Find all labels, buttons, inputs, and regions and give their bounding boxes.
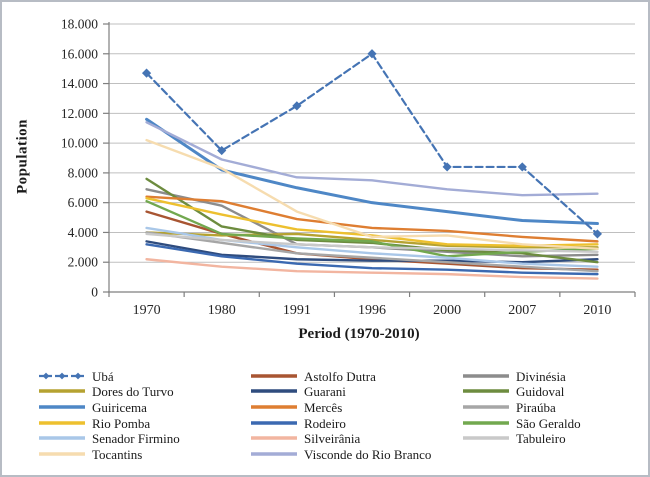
x-tick-label: 2000 bbox=[433, 303, 461, 318]
legend-item-Guarani: Guarani bbox=[250, 384, 462, 398]
legend-item-Astolfo Dutra: Astolfo Dutra bbox=[250, 369, 462, 383]
series-line-São Geraldo bbox=[145, 199, 599, 258]
legend-swatch-icon bbox=[251, 420, 297, 425]
x-tick-label: 2010 bbox=[583, 303, 611, 318]
y-tick-label: 6.000 bbox=[68, 195, 99, 210]
series-marker-Ubá bbox=[292, 101, 302, 111]
legend-label: Tocantins bbox=[92, 446, 143, 462]
legend-label: Guiricema bbox=[92, 399, 147, 415]
line-chart-plot: 0 2.000 4.000 6.000 8.000 10.000 12.000 14.000 1… bbox=[61, 17, 636, 318]
series-line-Ubá bbox=[145, 52, 599, 236]
x-tick-label: 2007 bbox=[508, 303, 536, 318]
series-marker-Ubá bbox=[517, 162, 527, 172]
x-tick-label: 1991 bbox=[283, 303, 311, 318]
legend-swatch-icon bbox=[463, 405, 509, 409]
legend-swatch-icon bbox=[251, 405, 297, 409]
legend-swatch-icon bbox=[251, 436, 297, 440]
legend-item-Dores do Turvo: Dores do Turvo bbox=[38, 384, 250, 398]
legend-swatch-icon bbox=[251, 374, 297, 378]
legend-item-Guiricema: Guiricema bbox=[38, 400, 250, 414]
series-marker-Ubá bbox=[367, 49, 377, 59]
legend-label: Astolfo Dutra bbox=[304, 368, 376, 384]
y-tick-label: 16.000 bbox=[61, 46, 98, 61]
legend-label: São Geraldo bbox=[516, 415, 581, 431]
legend-swatch-icon bbox=[463, 436, 509, 440]
legend-label: Divinésia bbox=[516, 368, 566, 384]
legend-label: Tabuleiro bbox=[516, 431, 566, 447]
legend-label: Silveirânia bbox=[304, 431, 361, 447]
series-line-Dores do Turvo bbox=[145, 231, 599, 249]
legend-item-Tabuleiro: Tabuleiro bbox=[462, 431, 613, 445]
series-line-Silveirânia bbox=[145, 258, 599, 280]
legend-item-Guidoval: Guidoval bbox=[462, 384, 613, 398]
legend-label: Ubá bbox=[92, 368, 114, 384]
legend-swatch-icon bbox=[463, 374, 509, 378]
legend-label: Rio Pomba bbox=[92, 415, 151, 431]
legend-swatch-icon bbox=[463, 420, 509, 425]
series-marker-Ubá bbox=[217, 145, 227, 156]
legend-swatch-icon bbox=[251, 452, 297, 456]
legend-label: Visconde do Rio Branco bbox=[304, 446, 432, 462]
series-line-Guiricema bbox=[145, 117, 599, 226]
y-tick-label: 4.000 bbox=[68, 225, 99, 240]
legend-item-Divinésia: Divinésia bbox=[462, 369, 613, 383]
legend-item-Ubá: Ubá bbox=[38, 369, 250, 383]
legend-item-São Geraldo: São Geraldo bbox=[462, 416, 613, 430]
legend-label: Mercês bbox=[304, 399, 343, 415]
series-line-Visconde do Rio Branco bbox=[145, 121, 599, 197]
y-tick-label: 18.000 bbox=[61, 17, 98, 32]
legend-item-Piraúba: Piraúba bbox=[462, 400, 613, 414]
y-tick-label: 0 bbox=[91, 285, 98, 300]
legend-swatch-icon bbox=[39, 436, 85, 440]
legend-label: Senador Firmino bbox=[92, 431, 180, 447]
legend-item-Rodeiro: Rodeiro bbox=[250, 416, 462, 430]
y-tick-label: 10.000 bbox=[61, 136, 98, 151]
x-axis-title: Period (1970-2010) bbox=[298, 326, 420, 342]
y-tick-label: 14.000 bbox=[61, 76, 98, 91]
legend-item-Silveirânia: Silveirânia bbox=[250, 431, 462, 445]
legend-label: Dores do Turvo bbox=[92, 384, 174, 400]
series-marker-Ubá bbox=[141, 68, 152, 78]
legend-item-Visconde do Rio Branco: Visconde do Rio Branco bbox=[250, 447, 462, 461]
y-tick-label: 12.000 bbox=[61, 106, 98, 121]
x-tick-label: 1996 bbox=[358, 303, 386, 318]
legend-swatch-icon bbox=[463, 389, 509, 394]
legend-swatch-icon bbox=[39, 372, 85, 380]
series-line-Rodeiro bbox=[145, 243, 599, 276]
series-line-Rio Pomba bbox=[145, 196, 599, 248]
legend-item-Senador Firmino: Senador Firmino bbox=[38, 431, 250, 445]
series-line-Tabuleiro bbox=[145, 232, 599, 254]
series-line-Mercês bbox=[145, 195, 599, 243]
legend-swatch-icon bbox=[39, 420, 85, 425]
legend-item-Tocantins: Tocantins bbox=[38, 447, 250, 461]
x-tick-label: 1970 bbox=[133, 303, 161, 318]
legend-item-Mercês: Mercês bbox=[250, 400, 462, 414]
series-line-Guidoval bbox=[145, 177, 599, 264]
legend-swatch-icon bbox=[39, 452, 85, 456]
series-line-Tocantins bbox=[145, 138, 599, 251]
legend-label: Guarani bbox=[304, 384, 346, 400]
chart-legend: Ubá Astolfo Dutra Divinésia Dores do Turvo G… bbox=[38, 368, 613, 462]
y-tick-label: 8.000 bbox=[68, 165, 99, 180]
series-line-Piraúba bbox=[145, 231, 599, 273]
legend-item-Rio Pomba: Rio Pomba bbox=[38, 416, 250, 430]
legend-swatch-icon bbox=[39, 405, 85, 409]
legend-swatch-icon bbox=[39, 389, 85, 394]
series-marker-Ubá bbox=[592, 229, 603, 239]
legend-label: Piraúba bbox=[516, 399, 556, 415]
legend-label: Rodeiro bbox=[304, 415, 346, 431]
legend-label: Guidoval bbox=[516, 384, 565, 400]
series-marker-Ubá bbox=[442, 162, 452, 172]
legend-swatch-icon bbox=[251, 389, 297, 394]
series-line-Guarani bbox=[145, 240, 599, 264]
x-tick-label: 1980 bbox=[208, 303, 236, 318]
y-tick-label: 2.000 bbox=[68, 255, 99, 270]
y-axis-title: Population bbox=[14, 118, 31, 195]
